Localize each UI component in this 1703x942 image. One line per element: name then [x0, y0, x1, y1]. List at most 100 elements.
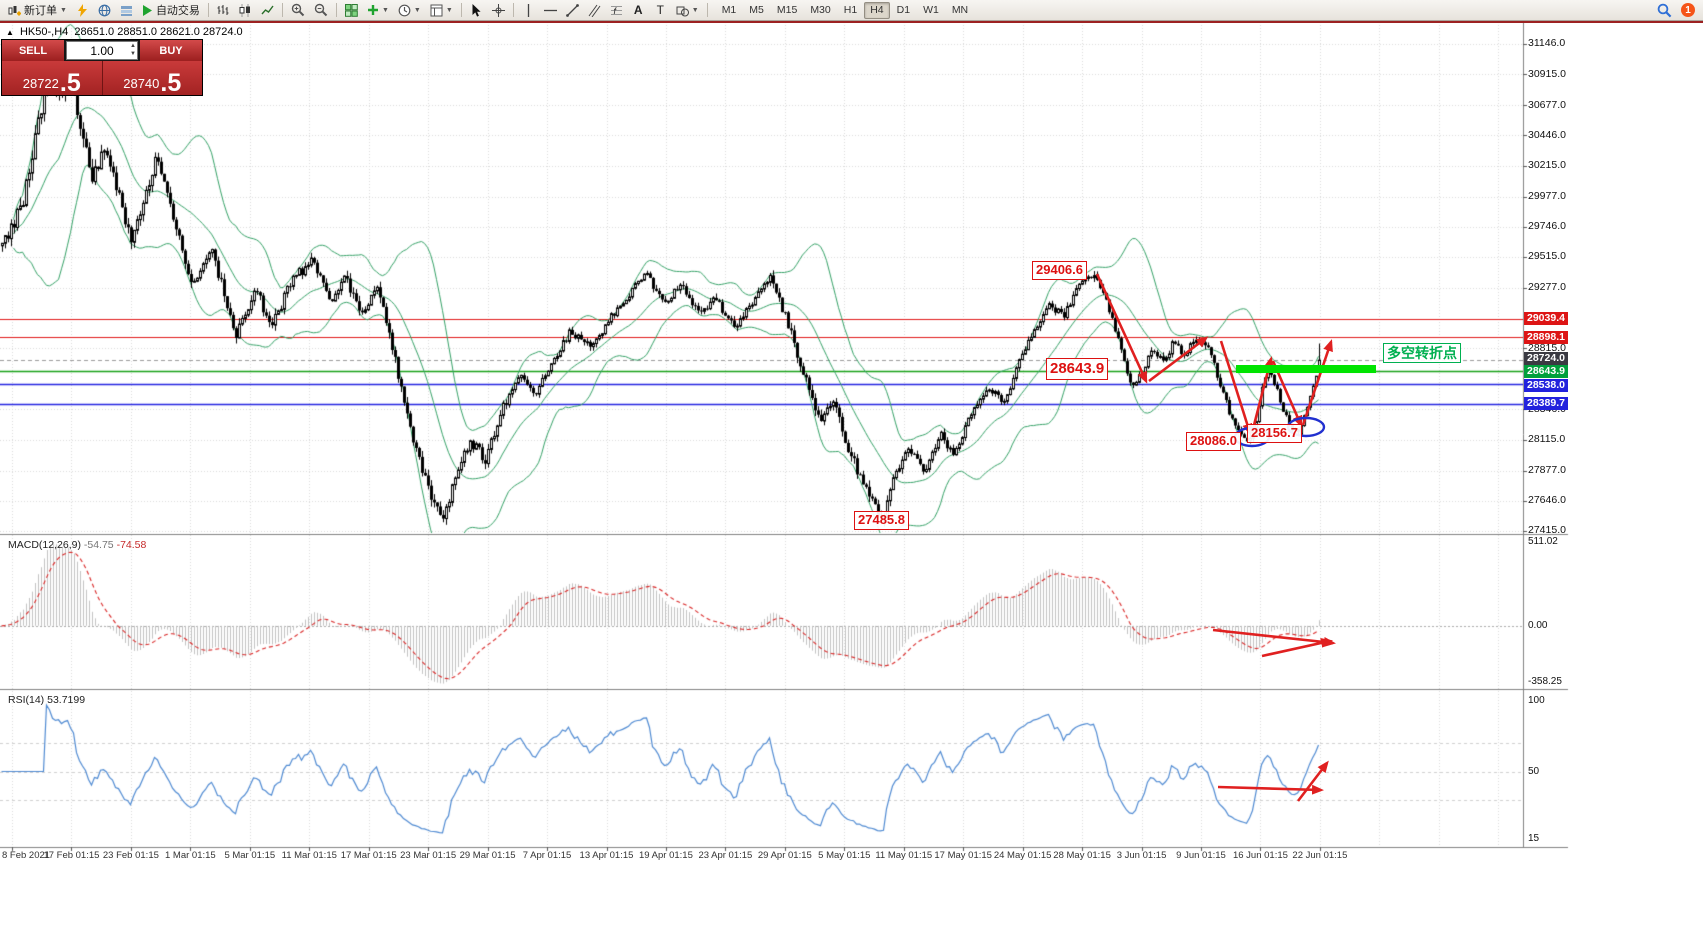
time-label: 22 Jun 01:15: [1292, 850, 1348, 861]
fibonacci-icon: f: [610, 4, 623, 17]
zoom-in-icon: [291, 3, 305, 17]
svg-text:f: f: [613, 6, 617, 16]
globe-icon: [98, 4, 111, 17]
shapes-icon: [676, 4, 689, 17]
timeframe-m30[interactable]: M30: [810, 4, 831, 16]
layers-icon: [120, 4, 133, 17]
toolbar-separator: [460, 3, 462, 17]
timeframe-group: M1 M5 M15 M30 H1 H4 D1 W1 MN: [716, 1, 974, 19]
toolbar-separator: [512, 3, 514, 17]
template-icon: [430, 4, 443, 17]
data-window-button[interactable]: [116, 1, 137, 19]
time-axis[interactable]: 8 Feb 2021 17 Feb 01:15 23 Feb 01:15 1 Mar …: [0, 850, 1703, 864]
timeframe-m1[interactable]: M1: [721, 4, 737, 16]
volume-value: 1.00: [90, 43, 114, 58]
templates-button[interactable]: ▼: [426, 1, 457, 19]
time-label: 11 May 01:15: [875, 850, 933, 861]
notification-badge[interactable]: 1: [1681, 3, 1695, 17]
volume-input[interactable]: 1.00 ▲ ▼: [66, 41, 138, 60]
new-order-icon: [8, 4, 21, 17]
zoom-out-icon: [314, 3, 328, 17]
timeframe-m5[interactable]: M5: [749, 4, 764, 16]
zoom-out-button[interactable]: [310, 1, 332, 19]
channel-button[interactable]: [584, 1, 605, 19]
macd-signal-value: -74.58: [116, 539, 147, 551]
rsi-value: 53.7199: [47, 694, 86, 706]
autotrading-button[interactable]: 自动交易: [138, 1, 204, 19]
cursor-button[interactable]: [466, 1, 487, 19]
sell-price-main: 28722: [22, 76, 59, 91]
sell-price-pips: .5: [59, 68, 81, 97]
tile-windows-button[interactable]: [341, 1, 362, 19]
time-label: 23 Feb 01:15: [102, 850, 159, 861]
trendline-button[interactable]: [562, 1, 583, 19]
time-label: 13 Apr 01:15: [579, 850, 634, 861]
caret-icon: ▼: [60, 6, 67, 14]
crosshair-button[interactable]: [488, 1, 509, 19]
vertical-line-button[interactable]: [518, 1, 539, 19]
timeframe-m15[interactable]: M15: [776, 4, 798, 16]
bar-chart-button[interactable]: [213, 1, 234, 19]
caret-icon: ▼: [691, 6, 699, 14]
vertical-line-icon: [524, 3, 533, 17]
timeframe-w1[interactable]: W1: [923, 4, 939, 16]
rsi-scale-mid: 50: [1528, 766, 1540, 777]
rsi-name: RSI(14): [8, 694, 45, 706]
new-order-label: 新订单: [24, 5, 57, 17]
zoom-in-button[interactable]: [287, 1, 309, 19]
one-click-trading-panel: SELL 1.00 ▲ ▼ BUY 28722 .5 28740 .5: [1, 39, 203, 96]
spinner-down-icon[interactable]: ▼: [130, 51, 136, 58]
time-label: 19 Apr 01:15: [638, 850, 693, 861]
shapes-button[interactable]: ▼: [672, 1, 703, 19]
time-label: 29 Mar 01:15: [459, 850, 516, 861]
volume-spinner[interactable]: ▲ ▼: [130, 42, 136, 59]
buy-price-main: 28740: [123, 76, 160, 91]
toolbar-separator: [207, 3, 209, 17]
caret-icon: ▼: [445, 6, 453, 14]
rsi-scale-bottom: 15: [1528, 833, 1540, 844]
sell-price[interactable]: 28722 .5: [2, 61, 102, 95]
label-tool-button[interactable]: T: [650, 1, 671, 19]
collapse-icon[interactable]: ▲: [6, 28, 14, 37]
time-label: 5 Mar 01:15: [224, 850, 276, 861]
periods-button[interactable]: ▼: [394, 1, 425, 19]
fibonacci-button[interactable]: f: [606, 1, 627, 19]
toolbar-separator: [281, 3, 283, 17]
macd-scale-zero: 0.00: [1528, 620, 1548, 631]
buy-button[interactable]: BUY: [140, 40, 202, 61]
macd-scale-bottom: -358.25: [1528, 676, 1562, 687]
timeframe-d1[interactable]: D1: [896, 4, 911, 16]
quick-trade-button[interactable]: [72, 1, 93, 19]
toolbar-separator: [335, 3, 337, 17]
time-label: 23 Mar 01:15: [400, 850, 457, 861]
search-button[interactable]: [1653, 1, 1676, 19]
time-label: 28 May 01:15: [1053, 850, 1111, 861]
clock-icon: [398, 4, 411, 17]
new-order-button[interactable]: 新订单 ▼: [4, 1, 71, 19]
timeframe-h1[interactable]: H1: [843, 4, 858, 16]
sell-button[interactable]: SELL: [2, 40, 64, 61]
caret-icon: ▼: [381, 6, 389, 14]
timeframe-h4[interactable]: H4: [864, 1, 890, 19]
time-label: 7 Apr 01:15: [522, 850, 572, 861]
text-tool-button[interactable]: A: [628, 1, 649, 19]
macd-label: MACD(12,26,9) -54.75 -74.58: [8, 539, 146, 551]
tile-windows-icon: [344, 3, 358, 17]
line-chart-button[interactable]: [257, 1, 278, 19]
market-watch-button[interactable]: [94, 1, 115, 19]
cursor-icon: [471, 3, 482, 17]
bolt-icon: [77, 3, 88, 17]
indicator-plus-icon: [367, 4, 379, 16]
buy-price[interactable]: 28740 .5: [101, 61, 202, 97]
macd-name: MACD(12,26,9): [8, 539, 81, 551]
timeframe-mn[interactable]: MN: [951, 4, 969, 16]
horizontal-line-button[interactable]: [540, 1, 561, 19]
ohlc-values: 28651.0 28851.0 28621.0 28724.0: [74, 26, 243, 38]
label-tool-icon: T: [656, 3, 664, 17]
buy-price-pips: .5: [160, 68, 182, 97]
indicators-button[interactable]: ▼: [363, 1, 393, 19]
spinner-up-icon[interactable]: ▲: [130, 43, 136, 49]
candlestick-button[interactable]: [235, 1, 256, 19]
time-label: 8 Feb 2021: [2, 850, 51, 861]
